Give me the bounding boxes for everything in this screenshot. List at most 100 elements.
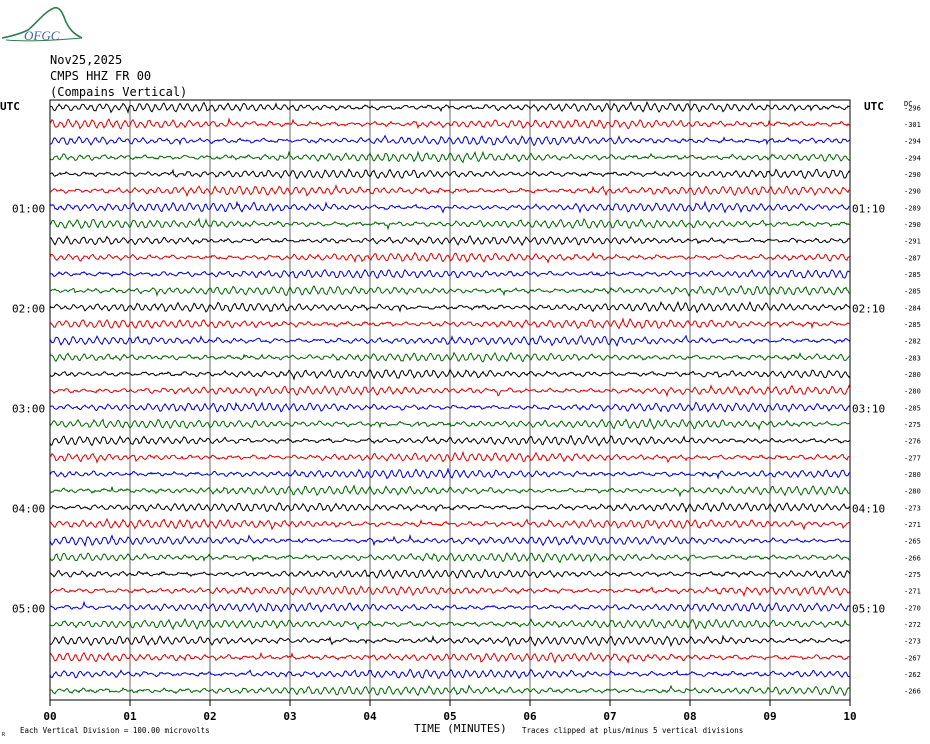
trace-line	[49, 651, 851, 664]
dc-offset-label: -285	[904, 288, 921, 296]
x-tick-label: 03	[283, 710, 296, 723]
trace-line	[49, 552, 851, 564]
right-hour-label: 05:10	[852, 602, 885, 615]
dc-offset-label: -290	[904, 171, 921, 179]
dc-offset-label: -294	[904, 154, 921, 162]
trace-line	[49, 268, 851, 279]
trace-line	[49, 334, 851, 348]
scale-note: Each Vertical Division = 100.00 microvol…	[20, 726, 210, 735]
x-tick-label: 01	[123, 710, 137, 723]
trace-line	[49, 150, 851, 164]
trace-line	[49, 184, 851, 198]
trace-line	[49, 618, 851, 631]
trace-line	[49, 668, 851, 679]
dc-title: DC	[904, 100, 912, 108]
x-tick-label: 10	[843, 710, 856, 723]
dc-offset-label: -301	[904, 121, 921, 129]
x-tick-labels: 00 01 02 03 04 05 06 07 08 09 10	[43, 700, 857, 723]
trace-line	[49, 384, 851, 398]
dc-offset-label: -284	[904, 304, 921, 312]
trace-line	[49, 317, 851, 330]
dc-offset-label: -271	[904, 521, 921, 529]
trace-line	[49, 284, 851, 298]
trace-line	[49, 217, 851, 231]
trace-line	[49, 450, 850, 464]
dc-offset-label: -277	[904, 454, 921, 462]
trace-line	[49, 502, 851, 513]
dc-offset-label: -289	[904, 204, 921, 212]
dc-offset-label: -276	[904, 438, 921, 446]
dc-offset-label: -285	[904, 271, 921, 279]
trace-line	[49, 300, 851, 314]
dc-offset-labels: -296 -301 -294 -294 -290 -290 -289 -290 -291 -287…	[904, 104, 921, 695]
trace-line	[49, 517, 851, 531]
dc-offset-label: -280	[904, 371, 921, 379]
dc-offset-label: -290	[904, 188, 921, 196]
trace-line	[49, 351, 851, 363]
x-tick-label: 00	[43, 710, 56, 723]
utc-right-title: UTC	[864, 100, 884, 113]
dc-offset-label: -280	[904, 488, 921, 496]
trace-line	[49, 533, 850, 548]
dc-offset-label: -273	[904, 638, 921, 646]
dc-offset-label: -287	[904, 254, 921, 262]
dc-offset-label: -266	[904, 688, 921, 696]
trace-line	[49, 684, 851, 697]
right-hour-label: 01:10	[852, 202, 885, 215]
trace-line	[49, 117, 851, 130]
x-tick-label: 05	[443, 710, 456, 723]
trace-line	[49, 401, 851, 413]
trace-line	[49, 200, 851, 214]
right-hour-label: 03:10	[852, 402, 885, 415]
trace-line	[49, 368, 851, 381]
right-hour-label: 04:10	[852, 502, 885, 515]
left-hour-label: 05:00	[12, 602, 45, 615]
logo-text: OFGC	[24, 28, 60, 43]
dc-offset-label: -270	[904, 604, 921, 612]
trace-line	[49, 484, 851, 498]
x-tick-label: 07	[603, 710, 616, 723]
trace-line	[49, 467, 851, 480]
trace-line	[49, 168, 851, 180]
hour-labels: 01:00 02:00 03:00 04:00 05:00 01:10 02:10 03:10…	[12, 202, 885, 615]
dc-offset-label: -275	[904, 421, 921, 429]
dc-offset-label: -283	[904, 354, 921, 362]
left-hour-label: 02:00	[12, 302, 45, 315]
x-tick-label: 02	[203, 710, 216, 723]
ofgc-logo: OFGC	[1, 6, 83, 43]
trace-line	[49, 600, 851, 613]
trace-line	[49, 134, 851, 147]
dc-offset-label: -265	[904, 538, 921, 546]
trace-line	[49, 568, 851, 580]
location-label: (Compains Vertical)	[50, 85, 188, 99]
dc-offset-label: -285	[904, 404, 921, 412]
dc-offset-label: -262	[904, 671, 921, 679]
station-label: CMPS HHZ FR 00	[50, 69, 152, 83]
trace-line	[49, 235, 851, 247]
dc-offset-label: -267	[904, 654, 921, 662]
trace-line	[49, 251, 851, 264]
dc-offset-label: -271	[904, 588, 921, 596]
logo-swoosh	[5, 37, 83, 42]
seismic-traces	[49, 100, 851, 697]
trace-line	[50, 100, 851, 115]
dc-offset-label: -285	[904, 321, 921, 329]
dc-offset-label: -291	[904, 238, 921, 246]
corner-mark: R	[2, 732, 6, 738]
x-tick-label: 06	[523, 710, 537, 723]
left-hour-label: 01:00	[12, 202, 45, 215]
x-tick-label: 09	[763, 710, 776, 723]
right-hour-label: 02:10	[852, 302, 885, 315]
left-hour-label: 04:00	[12, 502, 45, 515]
dc-offset-label: -275	[904, 571, 921, 579]
trace-line	[49, 417, 851, 431]
utc-left-title: UTC	[0, 100, 20, 113]
x-tick-label: 08	[683, 710, 696, 723]
clip-note: Traces clipped at plus/minus 5 vertical …	[522, 726, 743, 735]
grid-lines	[49, 99, 851, 701]
trace-line	[49, 434, 851, 447]
x-tick-label: 04	[363, 710, 377, 723]
date-label: Nov25,2025	[50, 53, 123, 67]
dc-offset-label: -266	[904, 554, 921, 562]
